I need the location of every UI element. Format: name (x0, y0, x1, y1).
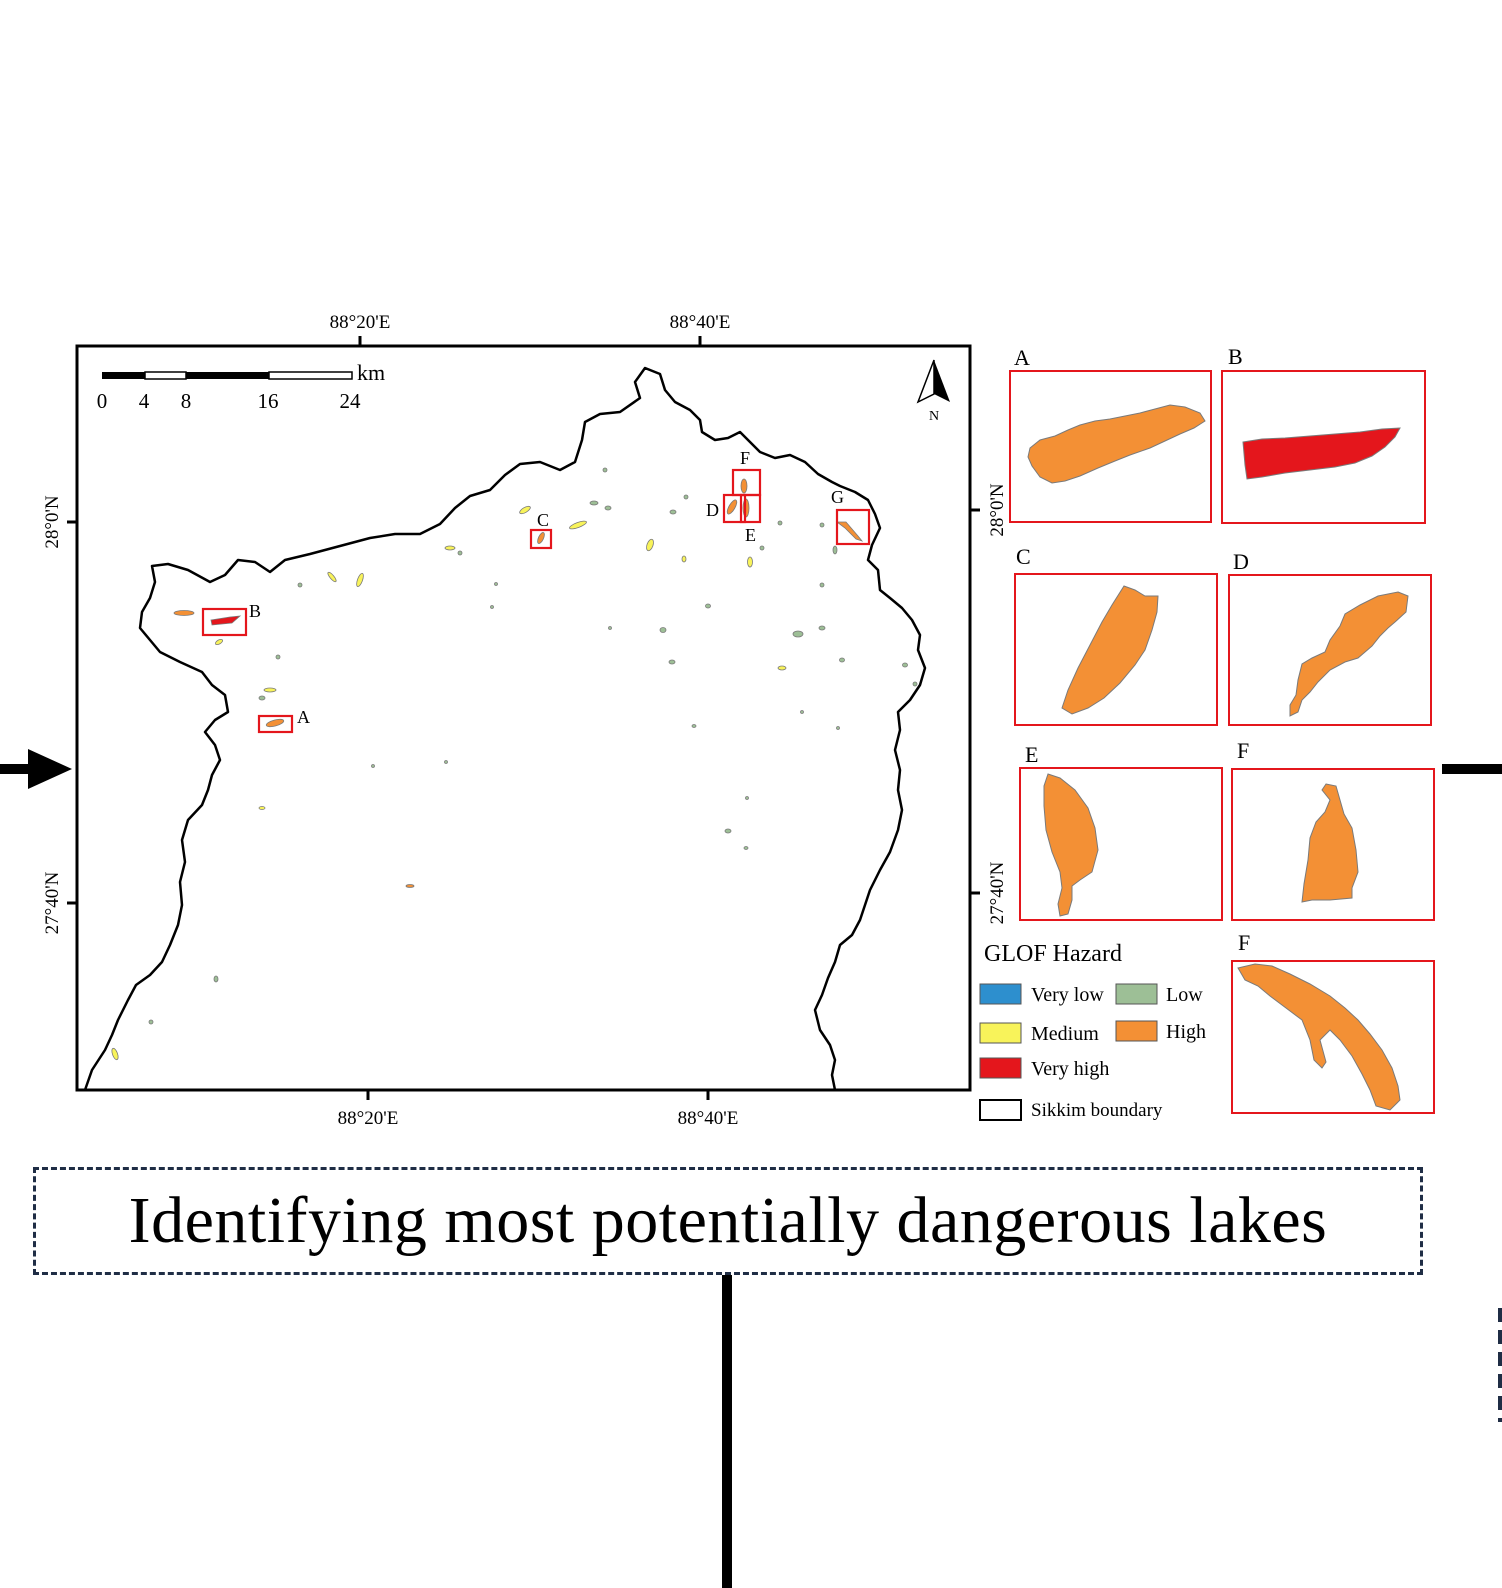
lon-label-top-2: 88°40'E (670, 312, 731, 333)
scale-unit: km (357, 360, 385, 385)
incoming-arrow (0, 749, 72, 789)
legend-title: GLOF Hazard (984, 941, 1122, 967)
partial-dashed-box (1498, 1308, 1502, 1422)
inset-a (1009, 370, 1212, 523)
legend-label-very-low: Very low (1031, 984, 1104, 1006)
lat-label-left-2: 27°40'N (42, 871, 63, 934)
legend-swatch-very-high (979, 1057, 1022, 1079)
map-label-g: G (831, 487, 844, 507)
inset-f2 (1231, 960, 1435, 1114)
legend-swatches (979, 983, 1158, 1121)
scale-label-8: 8 (181, 389, 192, 413)
legend-swatch-low (1115, 983, 1158, 1005)
legend-swatch-very-low (979, 983, 1022, 1005)
north-label: N (929, 409, 939, 424)
graticule-ticks (67, 336, 980, 1100)
scale-label-24: 24 (340, 389, 362, 413)
north-arrow-icon (916, 359, 950, 404)
inset-d (1228, 574, 1432, 726)
legend-label-low: Low (1166, 984, 1203, 1006)
highlighted-lakes (210, 478, 864, 728)
inset-label-c: C (1016, 544, 1031, 569)
inset-label-e: E (1025, 742, 1038, 767)
legend-label-boundary: Sikkim boundary (1031, 1100, 1163, 1121)
map-box-a (257, 714, 294, 734)
map-label-c: C (537, 510, 549, 530)
section-banner: Identifying most potentially dangerous l… (33, 1167, 1423, 1275)
inset-f1 (1231, 768, 1435, 921)
map-frame (75, 344, 972, 1092)
sikkim-boundary (83, 366, 927, 1091)
scale-label-4: 4 (139, 389, 150, 413)
inset-label-f2: F (1238, 930, 1250, 955)
banner-title: Identifying most potentially dangerous l… (128, 1184, 1328, 1257)
scale-label-0: 0 (97, 389, 108, 413)
legend-swatch-high (1115, 1020, 1158, 1042)
map-label-f: F (740, 448, 750, 468)
bottom-connector-line (722, 1275, 732, 1588)
inset-label-a: A (1014, 345, 1030, 370)
legend-label-very-high: Very high (1031, 1058, 1109, 1080)
legend-swatch-medium (979, 1022, 1022, 1044)
map-label-b: B (249, 601, 261, 621)
map-box-d (722, 493, 747, 524)
lon-label-bottom-1: 88°20'E (338, 1108, 399, 1129)
inset-c (1014, 573, 1218, 726)
lat-label-right-1: 28°0'N (987, 483, 1008, 537)
lat-label-left-1: 28°0'N (42, 495, 63, 549)
map-box-b (201, 607, 248, 637)
map-box-c (529, 528, 553, 550)
map-box-g (835, 508, 871, 546)
scale-label-16: 16 (258, 389, 279, 413)
inset-e (1019, 767, 1223, 921)
inset-b (1221, 370, 1426, 524)
scale-bar (102, 371, 353, 380)
map-label-a: A (297, 707, 310, 727)
lat-label-right-2: 27°40'N (987, 861, 1008, 924)
map-label-d: D (706, 500, 719, 520)
map-box-e (739, 493, 762, 524)
legend-swatch-boundary (979, 1099, 1022, 1121)
inset-label-f1: F (1237, 738, 1249, 763)
lakes-layer (111, 467, 918, 1061)
legend-label-high: High (1166, 1021, 1206, 1043)
right-connector-line (1442, 764, 1502, 774)
highlight-boxes (201, 468, 871, 734)
lon-label-bottom-2: 88°40'E (678, 1108, 739, 1129)
legend-label-medium: Medium (1031, 1023, 1099, 1045)
map-label-e: E (745, 525, 756, 545)
inset-label-b: B (1228, 344, 1243, 369)
lon-label-top-1: 88°20'E (330, 312, 391, 333)
inset-label-d: D (1233, 549, 1249, 574)
